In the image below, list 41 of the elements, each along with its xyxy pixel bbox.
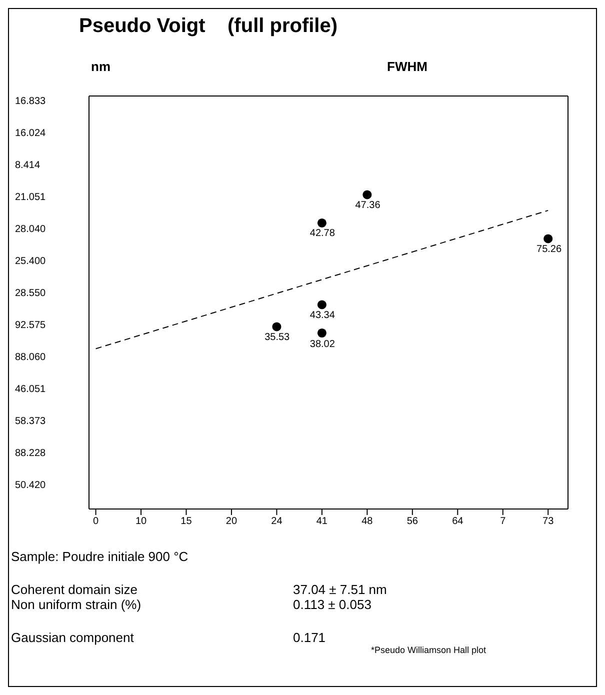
text: Coherent domain size xyxy=(11,582,138,597)
x-tick-label: 7 xyxy=(500,516,506,528)
x-tick-label: 56 xyxy=(406,516,418,528)
text: Non uniform strain (%) xyxy=(11,597,142,612)
x-tick-label: 48 xyxy=(362,516,374,528)
annotation: 42.78 xyxy=(308,228,336,240)
x-tick-label: 24 xyxy=(271,516,283,528)
x-tick-label: 73 xyxy=(542,516,554,528)
text: 37.04 ± 7.51 nm xyxy=(293,582,387,597)
x-tick-label: 15 xyxy=(180,516,192,528)
text: *Pseudo Williamson Hall plot xyxy=(371,645,488,655)
annotation: 75.26 xyxy=(536,244,563,256)
annotation: 43.34 xyxy=(308,310,336,322)
annotation: 38.02 xyxy=(308,338,336,350)
text: nm xyxy=(91,59,110,74)
text: 0.113 ± 0.053 xyxy=(293,597,372,612)
text: 50.420 xyxy=(15,480,46,491)
text: 92.575 xyxy=(15,320,46,331)
text: 88.060 xyxy=(15,352,46,363)
text: Gaussian component xyxy=(11,630,135,645)
text: 28.550 xyxy=(15,288,46,299)
text: 88.228 xyxy=(15,448,46,459)
x-tick-label: 10 xyxy=(135,516,148,528)
text: 25.400 xyxy=(15,256,46,267)
text: FWHM xyxy=(387,59,428,74)
text: 58.373 xyxy=(15,416,46,427)
text: 16.024 xyxy=(15,128,46,139)
text: 46.051 xyxy=(15,384,46,395)
annotation: 47.36 xyxy=(354,200,382,211)
text: 28.040 xyxy=(15,224,46,235)
text: 16.833 xyxy=(15,96,46,107)
x-tick-label: 64 xyxy=(452,516,464,528)
chart-title: Pseudo Voigt (full profile) xyxy=(79,15,338,38)
text: 0.171 xyxy=(293,630,326,645)
text: 8.414 xyxy=(15,160,40,171)
x-tick-label: 41 xyxy=(316,516,328,528)
annotation: 35.53 xyxy=(264,332,291,344)
x-tick-label: 20 xyxy=(226,516,238,528)
text: Sample: Poudre initiale 900 °C xyxy=(11,549,190,564)
x-tick-label: 0 xyxy=(93,516,100,528)
text: 21.051 xyxy=(15,192,46,203)
